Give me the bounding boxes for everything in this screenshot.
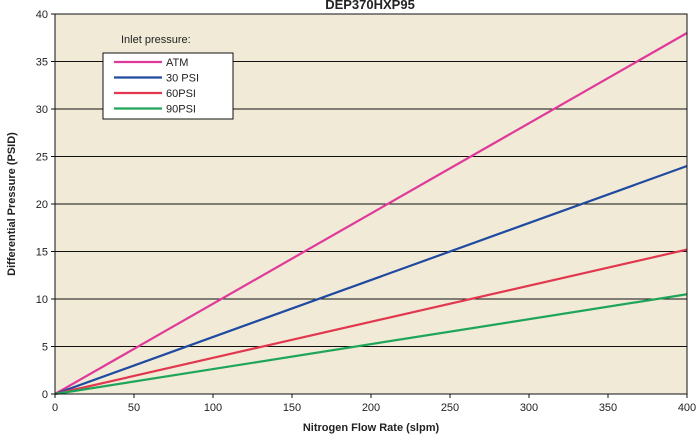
x-tick-label-100: 100 (204, 402, 222, 414)
series-group (54, 32, 688, 396)
y-tick-label-0: 0 (42, 389, 48, 401)
y-tick-label-40: 40 (36, 9, 48, 21)
legend-box (102, 52, 234, 120)
y-tick-label-25: 25 (36, 152, 48, 164)
y-axis-ticks: 0 5 10 15 20 25 30 35 40 (36, 9, 55, 401)
x-tick-label-0: 0 (52, 402, 58, 414)
legend-items: ATM 30 PSI 60PSI 90PSI (114, 57, 199, 116)
y-tick-label-35: 35 (36, 57, 48, 69)
legend: Inlet pressure: ATM 30 PSI 60PSI 90PSI (102, 34, 234, 120)
y-tick-label-10: 10 (36, 294, 48, 306)
x-axis-ticks: 0 50 100 150 200 250 300 350 400 (52, 394, 696, 414)
x-tick-label-50: 50 (128, 402, 140, 414)
y-tick-label-20: 20 (36, 199, 48, 211)
chart-title: DEP370HXP95 (325, 0, 415, 12)
x-tick-label-150: 150 (283, 402, 301, 414)
y-axis-title: Differential Pressure (PSID) (6, 132, 18, 276)
x-axis-title: Nitrogen Flow Rate (slpm) (303, 422, 440, 434)
x-tick-label-350: 350 (599, 402, 617, 414)
series-line-60psi (54, 248, 688, 396)
x-tick-label-300: 300 (520, 402, 538, 414)
series-line-atm (54, 32, 688, 395)
legend-label-atm: ATM (166, 57, 188, 69)
legend-title: Inlet pressure: (121, 34, 191, 46)
legend-label-60psi: 60PSI (166, 88, 196, 100)
x-tick-label-200: 200 (362, 402, 380, 414)
legend-label-30-psi: 30 PSI (166, 73, 199, 85)
y-tick-label-5: 5 (42, 342, 48, 354)
series-line-90psi (54, 293, 688, 396)
x-tick-label-250: 250 (441, 402, 459, 414)
grid (55, 61, 687, 347)
legend-label-90psi: 90PSI (166, 104, 196, 116)
y-tick-label-15: 15 (36, 247, 48, 259)
x-tick-label-400: 400 (678, 402, 696, 414)
y-tick-label-30: 30 (36, 104, 48, 116)
series-line-30-psi (54, 164, 688, 396)
